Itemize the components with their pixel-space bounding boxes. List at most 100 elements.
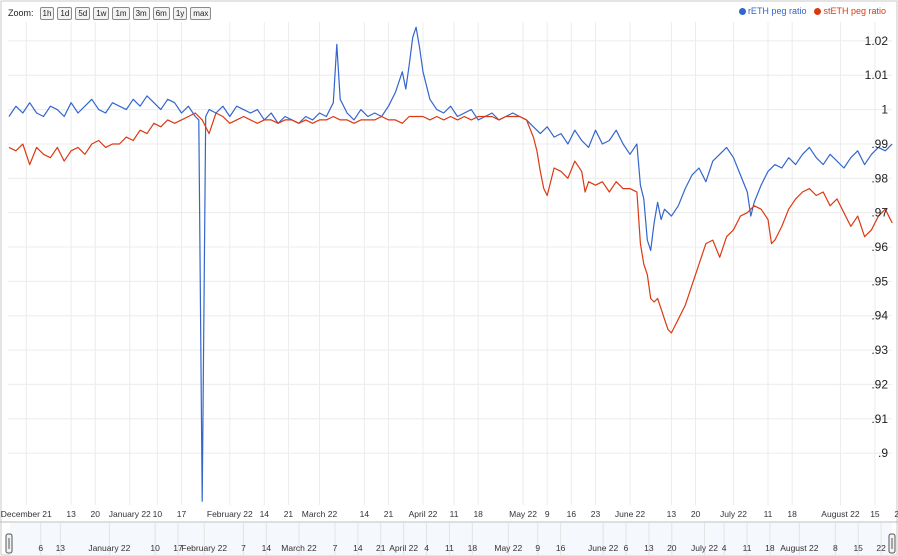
- zoom-1h-button[interactable]: 1h: [39, 6, 55, 20]
- x-tick-label: 21: [384, 509, 394, 519]
- navigator-tick-label: 13: [644, 543, 654, 553]
- x-tick-label: 21: [284, 509, 294, 519]
- legend-label: rETH peg ratio: [747, 6, 807, 16]
- navigator-tick-label: May 22: [494, 543, 522, 553]
- x-tick-label: February 22: [207, 509, 253, 519]
- x-tick-label: 13: [667, 509, 677, 519]
- legend-dot-icon: [814, 7, 822, 15]
- x-tick-label: 20: [691, 509, 701, 519]
- y-tick-label: 1.01: [865, 68, 889, 82]
- zoom-6m-button[interactable]: 6m: [152, 6, 170, 20]
- navigator-tick-label: 18: [765, 543, 775, 553]
- navigator-tick-label: 21: [376, 543, 386, 553]
- navigator-tick-label: 6: [624, 543, 629, 553]
- y-tick-label: .95: [871, 274, 888, 288]
- navigator-tick-label: 16: [556, 543, 566, 553]
- navigator-tick-label: 9: [535, 543, 540, 553]
- navigator-tick-label: 7: [333, 543, 338, 553]
- zoom-max-button[interactable]: max: [190, 6, 212, 20]
- zoom-1d-button[interactable]: 1d: [57, 6, 73, 20]
- y-tick-label: .96: [871, 240, 888, 254]
- series-line-reth: [8, 26, 893, 502]
- y-tick-label: .97: [871, 206, 888, 220]
- navigator-tick-label: 10: [150, 543, 160, 553]
- y-tick-label: .93: [871, 343, 888, 357]
- navigator-tick-label: March 22: [281, 543, 317, 553]
- navigator-tick-label: 4: [424, 543, 429, 553]
- navigator-tick-label: 11: [743, 543, 752, 553]
- x-tick-label: January 22: [109, 509, 151, 519]
- y-tick-label: 1: [881, 103, 888, 117]
- x-tick-label: May 22: [509, 509, 537, 519]
- y-tick-label: .9: [878, 446, 888, 460]
- navigator-tick-label: 14: [262, 543, 272, 553]
- x-tick-label: 11: [764, 509, 773, 519]
- x-tick-label: 17: [177, 509, 187, 519]
- x-tick-label: June 22: [615, 509, 646, 519]
- x-tick-label: December 21: [1, 509, 52, 519]
- x-tick-label: April 22: [409, 509, 438, 519]
- navigator-tick-label: 14: [353, 543, 363, 553]
- zoom-1m-button[interactable]: 1m: [112, 6, 130, 20]
- zoom-label: Zoom:: [8, 8, 34, 18]
- x-tick-label: 11: [450, 509, 459, 519]
- legend-item-steth[interactable]: stETH peg ratio: [814, 6, 886, 16]
- navigator-tick-label: 18: [468, 543, 478, 553]
- x-tick-label: 10: [153, 509, 163, 519]
- zoom-toolbar: Zoom: 1h 1d 5d 1w 1m 3m 6m 1y max: [8, 6, 212, 20]
- navigator-tick-label: 8: [833, 543, 838, 553]
- series-line-steth: [8, 112, 893, 334]
- zoom-1w-button[interactable]: 1w: [93, 6, 110, 20]
- x-tick-label: August 22: [821, 509, 860, 519]
- navigator-tick-label: 6: [38, 543, 43, 553]
- y-tick-label: .92: [871, 377, 888, 391]
- y-tick-label: .91: [871, 412, 888, 426]
- navigator-background: [10, 523, 892, 555]
- x-tick-label: 23: [591, 509, 601, 519]
- x-tick-label: 20: [91, 509, 101, 519]
- y-tick-label: 1.02: [865, 34, 889, 48]
- navigator-tick-label: 20: [667, 543, 677, 553]
- navigator-tick-label: 7: [241, 543, 246, 553]
- x-tick-label: July 22: [720, 509, 747, 519]
- y-tick-label: .99: [871, 137, 888, 151]
- zoom-1y-button[interactable]: 1y: [172, 6, 188, 20]
- navigator-tick-label: June 22: [588, 543, 619, 553]
- x-tick-label: 14: [260, 509, 270, 519]
- navigator-tick-label: August 22: [780, 543, 819, 553]
- navigator-tick-label: 22: [876, 543, 886, 553]
- navigator-tick-label: 17: [173, 543, 183, 553]
- legend: rETH peg ratio stETH peg ratio: [738, 6, 886, 16]
- navigator-tick-label: January 22: [88, 543, 130, 553]
- x-axis: December 21 13 20 January 22 10 17 February 22…: [1, 509, 898, 519]
- x-tick-label: 14: [360, 509, 370, 519]
- navigator-tick-label: April 22: [389, 543, 418, 553]
- legend-item-reth[interactable]: rETH peg ratio: [738, 6, 807, 16]
- x-tick-label: 16: [567, 509, 577, 519]
- plot-series: [8, 26, 893, 502]
- x-tick-label: 13: [66, 509, 76, 519]
- zoom-3m-button[interactable]: 3m: [132, 6, 150, 20]
- x-tick-label: 18: [787, 509, 797, 519]
- navigator-right-handle[interactable]: [888, 533, 896, 554]
- navigator-tick-label: February 22: [181, 543, 227, 553]
- y-tick-label: .94: [871, 309, 888, 323]
- navigator-tick-label: 13: [56, 543, 66, 553]
- x-tick-label: 18: [473, 509, 483, 519]
- y-tick-label: .98: [871, 171, 888, 185]
- legend-label: stETH peg ratio: [823, 6, 886, 16]
- navigator-tick-label: July 22: [691, 543, 718, 553]
- x-tick-label: 22: [894, 509, 898, 519]
- navigator-left-handle[interactable]: [5, 533, 13, 554]
- x-tick-label: 9: [545, 509, 550, 519]
- navigator-tick-label: 4: [722, 543, 727, 553]
- zoom-5d-button[interactable]: 5d: [75, 6, 91, 20]
- x-tick-label: March 22: [302, 509, 338, 519]
- x-tick-label: 15: [870, 509, 880, 519]
- y-axis: 1.02 1.01 1 .99 .98 .97 .96 .95 .94 .93 .92 .91 .9: [865, 34, 889, 460]
